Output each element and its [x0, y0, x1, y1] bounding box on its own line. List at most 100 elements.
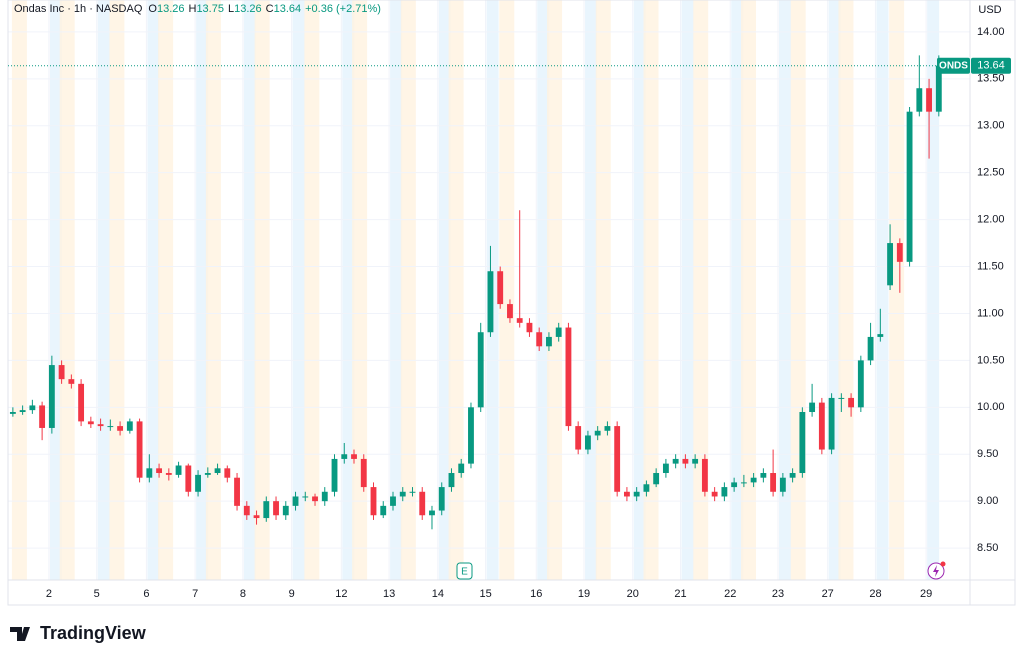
session-band	[59, 0, 75, 580]
session-band	[49, 0, 62, 580]
session-band	[292, 0, 305, 580]
candle-body	[672, 458, 679, 464]
candle-body	[682, 458, 689, 464]
candle-body	[195, 474, 201, 492]
session-band	[158, 0, 174, 580]
x-tick-label: 27	[822, 588, 834, 600]
candle-body	[253, 515, 260, 519]
frame	[7, 0, 1016, 606]
y-tick-label: 10.00	[977, 401, 1005, 413]
candle-body	[312, 496, 318, 502]
session-band	[731, 0, 744, 580]
candle-body	[487, 271, 494, 333]
session-band	[499, 0, 515, 580]
candle-body	[711, 491, 718, 497]
candle-body	[136, 421, 143, 478]
candle-body	[224, 468, 231, 478]
candle-body	[39, 405, 46, 428]
candle-body	[214, 468, 221, 474]
candle-body	[643, 484, 650, 492]
session-band	[11, 0, 27, 580]
logo	[10, 627, 30, 641]
candle-body	[623, 491, 630, 497]
session-band	[342, 0, 355, 580]
candle-body	[935, 65, 942, 112]
session-band	[400, 0, 416, 580]
candle-body	[165, 473, 172, 475]
candle-body	[302, 496, 309, 498]
candle-body	[809, 402, 816, 413]
y-tick-label: 12.00	[977, 214, 1005, 226]
candle-body	[906, 111, 913, 262]
y-tick-label: 13.50	[977, 73, 1005, 85]
candle-body	[429, 510, 435, 516]
session-band	[537, 0, 550, 580]
candle-body	[126, 421, 133, 431]
candle-body	[97, 424, 104, 427]
candle-body	[29, 405, 36, 411]
candle-body	[633, 491, 640, 497]
candle-body	[58, 365, 65, 380]
session-band	[352, 0, 368, 580]
candle-body	[107, 426, 114, 428]
candle-body	[68, 379, 75, 384]
candle-body	[857, 360, 864, 408]
candle-body	[390, 496, 396, 506]
background	[8, 0, 970, 580]
y-tick-label: 14.00	[977, 26, 1005, 38]
currency: USD	[978, 4, 1001, 16]
y-tick-label: 13.00	[977, 120, 1005, 132]
session-band	[693, 0, 709, 580]
session-band	[927, 0, 940, 580]
session-band	[205, 0, 221, 580]
x-tick-label: 22	[724, 588, 736, 600]
candle-body	[419, 491, 426, 516]
x-tick-label: 13	[383, 588, 395, 600]
symbol: Ondas Inc · 1h · NASDAQ	[14, 3, 143, 15]
candle-body	[516, 318, 523, 323]
candle-body	[87, 421, 94, 425]
candle-body	[273, 501, 279, 516]
x-tick-label: 8	[240, 588, 246, 600]
session-band	[109, 0, 125, 580]
ohlc-value: 13.26	[157, 3, 185, 15]
candle-body	[146, 468, 153, 478]
session-band	[876, 0, 889, 580]
candle-body	[9, 412, 16, 414]
change: +0.36 (+2.71%)	[305, 3, 381, 15]
candle-body	[760, 473, 767, 478]
candle-body	[243, 505, 250, 516]
session-band	[448, 0, 464, 580]
session-band	[633, 0, 646, 580]
candle-body	[497, 271, 504, 305]
session-band	[304, 0, 320, 580]
candle-body	[438, 487, 445, 511]
candle-body	[448, 473, 455, 488]
candle-body	[380, 505, 387, 516]
candle-body	[789, 473, 796, 478]
x-tick-label: 23	[772, 588, 784, 600]
ohlc-value: 13.75	[196, 3, 224, 15]
candle-body	[818, 402, 825, 450]
session-band	[147, 0, 160, 580]
candle-body	[360, 458, 367, 488]
candle-body	[731, 482, 738, 488]
session-band	[196, 0, 209, 580]
candle-body	[867, 336, 874, 361]
candle-body	[526, 322, 533, 333]
earnings-badge: E	[456, 562, 473, 580]
candle-body	[662, 463, 669, 474]
y-tick-label: 9.00	[977, 495, 998, 507]
candle-body	[292, 496, 299, 506]
x-tick-label: 14	[432, 588, 444, 600]
candle-body	[507, 304, 513, 319]
candle-body	[185, 465, 192, 492]
candle-body	[838, 397, 845, 399]
candle-body	[19, 410, 26, 413]
candle-body	[887, 243, 894, 286]
candle-body	[916, 88, 923, 112]
candle-body	[653, 473, 660, 485]
session-band	[838, 0, 854, 580]
session-band	[243, 0, 256, 580]
ohlc-label: L	[228, 3, 234, 15]
